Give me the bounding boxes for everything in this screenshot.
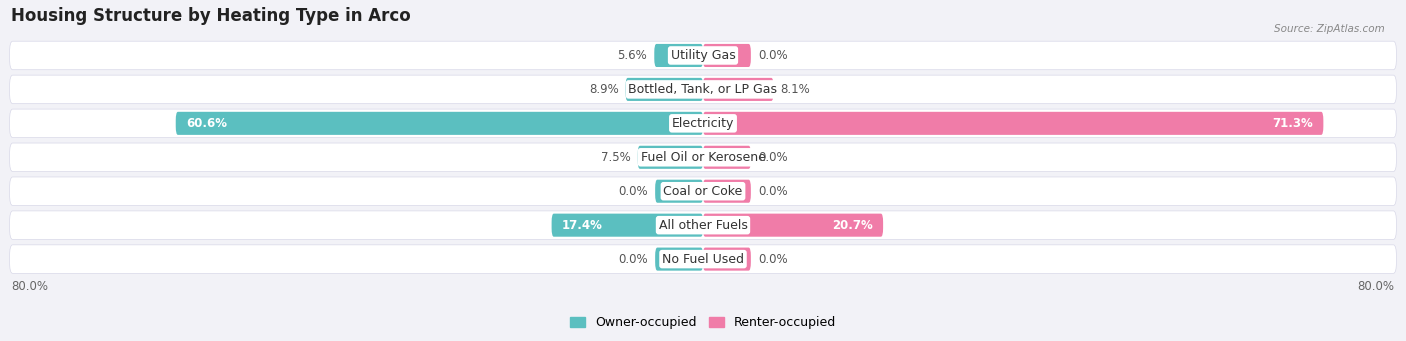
Text: 0.0%: 0.0% [758,185,787,198]
FancyBboxPatch shape [10,41,1396,70]
FancyBboxPatch shape [551,213,703,237]
Text: 0.0%: 0.0% [619,185,648,198]
FancyBboxPatch shape [10,75,1396,104]
FancyBboxPatch shape [10,211,1396,239]
FancyBboxPatch shape [703,44,751,67]
Text: 60.6%: 60.6% [186,117,228,130]
Text: 7.5%: 7.5% [600,151,631,164]
Text: 0.0%: 0.0% [758,151,787,164]
Text: 17.4%: 17.4% [562,219,603,232]
FancyBboxPatch shape [638,146,703,169]
Text: 80.0%: 80.0% [11,280,48,294]
Text: No Fuel Used: No Fuel Used [662,253,744,266]
FancyBboxPatch shape [10,109,1396,138]
Text: 0.0%: 0.0% [758,253,787,266]
FancyBboxPatch shape [703,78,773,101]
FancyBboxPatch shape [10,245,1396,273]
Text: Source: ZipAtlas.com: Source: ZipAtlas.com [1274,24,1385,34]
Text: Housing Structure by Heating Type in Arco: Housing Structure by Heating Type in Arc… [11,7,411,25]
Text: 0.0%: 0.0% [758,49,787,62]
FancyBboxPatch shape [654,44,703,67]
FancyBboxPatch shape [10,177,1396,206]
Text: Fuel Oil or Kerosene: Fuel Oil or Kerosene [641,151,765,164]
FancyBboxPatch shape [176,112,703,135]
Text: 8.1%: 8.1% [780,83,810,96]
Text: Utility Gas: Utility Gas [671,49,735,62]
Text: Coal or Coke: Coal or Coke [664,185,742,198]
Text: Electricity: Electricity [672,117,734,130]
FancyBboxPatch shape [703,180,751,203]
Text: 20.7%: 20.7% [832,219,873,232]
FancyBboxPatch shape [655,248,703,271]
FancyBboxPatch shape [655,180,703,203]
Text: 5.6%: 5.6% [617,49,647,62]
Text: 80.0%: 80.0% [1358,280,1395,294]
FancyBboxPatch shape [703,146,751,169]
FancyBboxPatch shape [626,78,703,101]
Text: 71.3%: 71.3% [1272,117,1313,130]
Text: All other Fuels: All other Fuels [658,219,748,232]
Text: 8.9%: 8.9% [589,83,619,96]
FancyBboxPatch shape [703,213,883,237]
Legend: Owner-occupied, Renter-occupied: Owner-occupied, Renter-occupied [565,311,841,335]
Text: 0.0%: 0.0% [619,253,648,266]
FancyBboxPatch shape [10,143,1396,172]
Text: Bottled, Tank, or LP Gas: Bottled, Tank, or LP Gas [628,83,778,96]
FancyBboxPatch shape [703,248,751,271]
FancyBboxPatch shape [703,112,1323,135]
